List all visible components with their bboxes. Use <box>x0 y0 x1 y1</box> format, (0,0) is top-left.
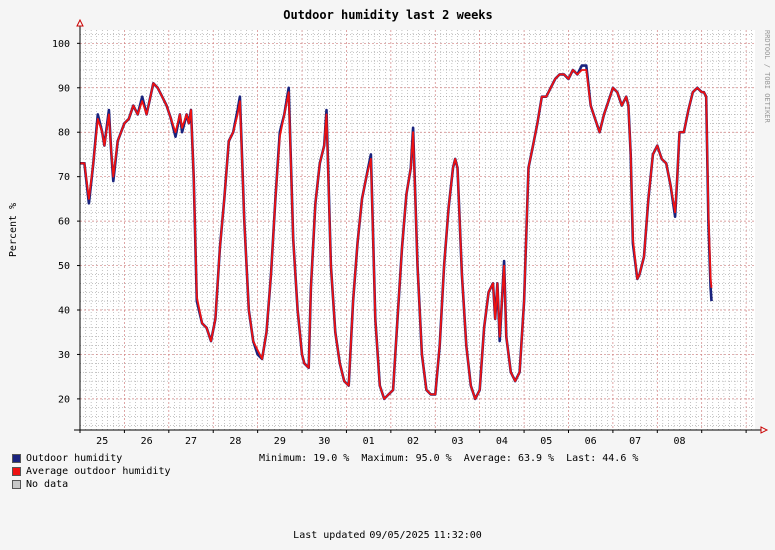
stat-min-label: Minimum: <box>259 453 308 464</box>
x-axis-arrow <box>760 426 769 434</box>
axes: 20 30 40 50 60 70 80 90 100 25 26 27 28 29 30 01 02 03 04 0… <box>52 18 769 447</box>
legend-swatch-outdoor <box>12 454 21 463</box>
legend-label-average: Average outdoor humidity <box>26 466 171 477</box>
x-tick-label: 25 <box>96 436 108 447</box>
stat-max-value: 95.0 % <box>415 453 452 464</box>
y-tick-label: 70 <box>58 172 70 183</box>
last-updated-time: 11:32:00 <box>433 530 482 541</box>
x-tick-label: 08 <box>673 436 685 447</box>
y-tick-label: 40 <box>58 306 70 317</box>
stat-max-label: Maximum: <box>361 453 410 464</box>
x-tick-label: 07 <box>629 436 641 447</box>
stat-avg-label: Average: <box>463 453 512 464</box>
x-tick-label: 30 <box>318 436 330 447</box>
last-updated-date: 09/05/2025 <box>369 530 430 541</box>
series-layer <box>80 64 713 401</box>
x-tick-label: 27 <box>185 436 197 447</box>
legend-label-no-data: No data <box>26 479 69 490</box>
y-tick-label: 30 <box>58 350 70 361</box>
y-tick-label: 50 <box>58 261 70 272</box>
y-axis-label: Percent % <box>8 203 19 257</box>
x-tick-label: 01 <box>363 436 375 447</box>
y-tick-label: 90 <box>58 83 70 94</box>
x-tick-label: 04 <box>496 436 508 447</box>
x-tick-label: 02 <box>407 436 419 447</box>
last-updated: Last updated 09/05/2025 11:32:00 <box>0 530 775 541</box>
stats-line: Minimum: 19.0 % Maximum: 95.0 % Average:… <box>259 452 638 465</box>
y-axis-arrow <box>76 18 84 27</box>
last-updated-label: Last updated <box>293 530 366 541</box>
stat-last-label: Last: <box>566 453 597 464</box>
x-tick-label: 26 <box>141 436 153 447</box>
y-tick-label: 60 <box>58 217 70 228</box>
x-tick-label: 06 <box>585 436 597 447</box>
series-line-average-outdoor-humidity <box>80 69 713 400</box>
stat-min-value: 19.0 % <box>313 453 350 464</box>
grid <box>79 30 755 430</box>
legend-item: No data <box>12 478 171 491</box>
rrdtool-watermark: RRDTOOL / TOBI OETIKER <box>763 30 771 124</box>
legend-swatch-no-data <box>12 480 21 489</box>
legend-swatch-average <box>12 467 21 476</box>
y-tick-label: 80 <box>58 128 70 139</box>
x-tick-label: 29 <box>274 436 286 447</box>
stat-last-value: 44.6 % <box>602 453 639 464</box>
legend-item: Average outdoor humidity <box>12 465 171 478</box>
legend-item: Outdoor humidity <box>12 452 171 465</box>
chart-title: Outdoor humidity last 2 weeks <box>283 8 493 22</box>
y-tick-label: 20 <box>58 394 70 405</box>
stat-avg-value: 63.9 % <box>517 453 555 464</box>
x-tick-label: 28 <box>229 436 241 447</box>
legend: Outdoor humidity Average outdoor humidit… <box>12 452 171 491</box>
x-tick-label: 05 <box>540 436 552 447</box>
x-tick-label: 03 <box>451 436 463 447</box>
y-tick-label: 100 <box>52 39 70 50</box>
legend-label-outdoor: Outdoor humidity <box>26 453 123 464</box>
